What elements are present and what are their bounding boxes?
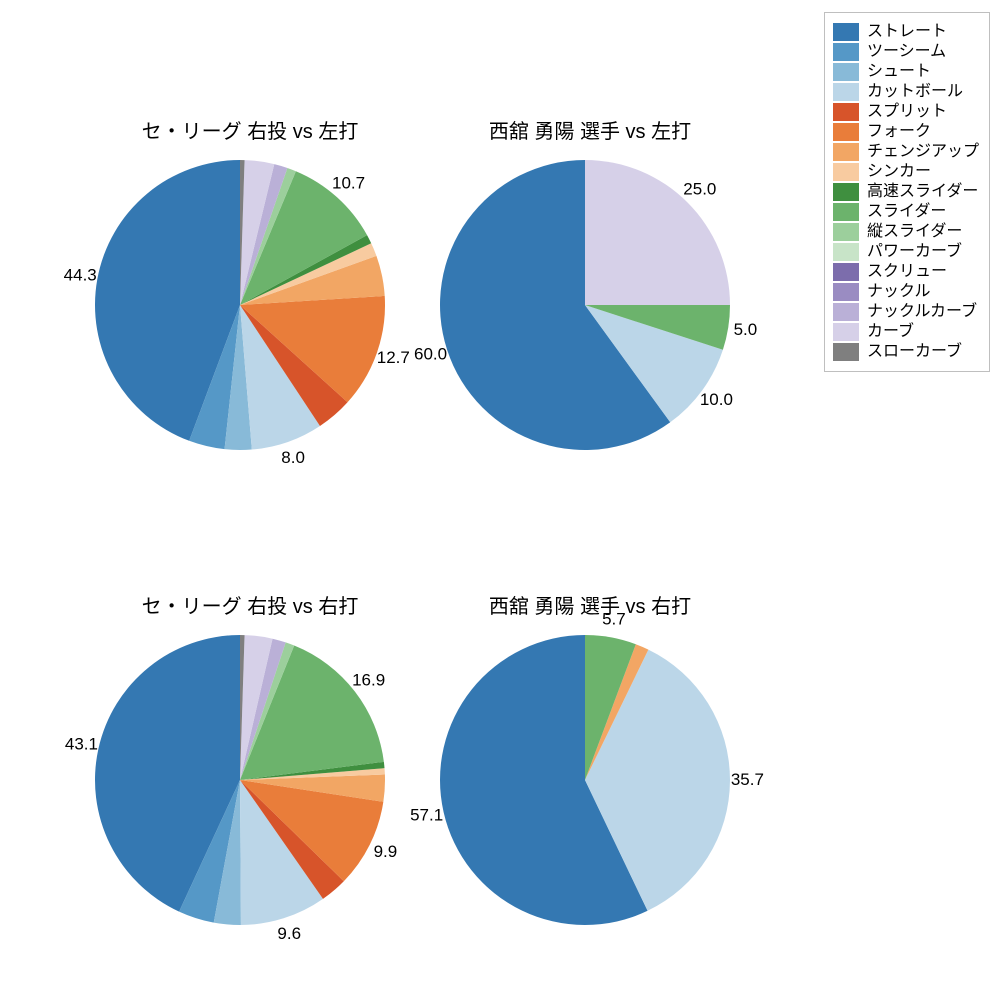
legend-label: ナックル [867, 284, 931, 300]
legend-item: 高速スライダー [833, 183, 979, 201]
slice-label: 10.7 [332, 174, 365, 193]
legend-item: 縦スライダー [833, 223, 979, 241]
legend-label: スライダー [867, 204, 946, 220]
legend-swatch [833, 103, 859, 121]
slice-label: 57.1 [410, 805, 443, 824]
legend-item: カットボール [833, 83, 979, 101]
legend-label: パワーカーブ [867, 244, 962, 260]
legend-swatch [833, 203, 859, 221]
pie-chart: 57.135.75.7 [410, 605, 760, 955]
legend-swatch [833, 143, 859, 161]
legend-label: シュート [867, 64, 931, 80]
slice-label: 5.0 [734, 320, 758, 339]
slice-label: 12.7 [377, 348, 410, 367]
slice-label: 44.3 [64, 266, 97, 285]
legend-label: フォーク [867, 124, 931, 140]
pie-chart: 43.1 9.6 9.9 16.9 [65, 605, 415, 955]
legend-item: カーブ [833, 323, 979, 341]
legend-item: ナックルカーブ [833, 303, 979, 321]
slice-label: 25.0 [683, 180, 716, 199]
legend-swatch [833, 23, 859, 41]
slice-label: 35.7 [731, 770, 764, 789]
slice-label: 8.0 [281, 448, 305, 467]
pie-chart: 44.3 8.0 12.7 10.7 [65, 130, 415, 480]
legend: ストレートツーシームシュートカットボールスプリットフォークチェンジアップシンカー… [824, 12, 990, 372]
slice-label: 60.0 [414, 345, 447, 364]
legend-item: スクリュー [833, 263, 979, 281]
legend-swatch [833, 283, 859, 301]
legend-label: カーブ [867, 324, 914, 340]
legend-swatch [833, 343, 859, 361]
legend-item: シンカー [833, 163, 979, 181]
legend-item: スプリット [833, 103, 979, 121]
legend-swatch [833, 83, 859, 101]
legend-swatch [833, 263, 859, 281]
slice-label: 10.0 [700, 390, 733, 409]
legend-item: チェンジアップ [833, 143, 979, 161]
legend-label: スローカーブ [867, 344, 962, 360]
legend-label: スプリット [867, 104, 947, 120]
legend-label: スクリュー [867, 264, 947, 280]
legend-item: ストレート [833, 23, 979, 41]
legend-swatch [833, 43, 859, 61]
legend-item: シュート [833, 63, 979, 81]
legend-swatch [833, 303, 859, 321]
legend-label: 縦スライダー [867, 224, 962, 240]
figure: ストレートツーシームシュートカットボールスプリットフォークチェンジアップシンカー… [0, 0, 1000, 1000]
legend-swatch [833, 163, 859, 181]
pie-chart: 60.0 10.0 5.0 25.0 [410, 130, 760, 480]
slice-label: 5.7 [602, 610, 626, 629]
legend-item: ナックル [833, 283, 979, 301]
legend-label: チェンジアップ [867, 144, 979, 160]
legend-item: ツーシーム [833, 43, 979, 61]
legend-swatch [833, 123, 859, 141]
legend-label: ストレート [867, 24, 947, 40]
slice-label: 16.9 [352, 670, 385, 689]
legend-item: フォーク [833, 123, 979, 141]
legend-swatch [833, 223, 859, 241]
legend-label: ナックルカーブ [867, 304, 977, 320]
legend-label: カットボール [867, 84, 963, 100]
legend-item: パワーカーブ [833, 243, 979, 261]
legend-swatch [833, 243, 859, 261]
legend-item: スライダー [833, 203, 979, 221]
legend-swatch [833, 63, 859, 81]
legend-swatch [833, 183, 859, 201]
legend-label: 高速スライダー [867, 184, 978, 200]
legend-label: ツーシーム [867, 44, 946, 60]
legend-swatch [833, 323, 859, 341]
slice-label: 9.9 [374, 842, 398, 861]
slice-label: 43.1 [65, 735, 98, 754]
slice-label: 9.6 [277, 924, 301, 943]
legend-item: スローカーブ [833, 343, 979, 361]
legend-label: シンカー [867, 164, 931, 180]
